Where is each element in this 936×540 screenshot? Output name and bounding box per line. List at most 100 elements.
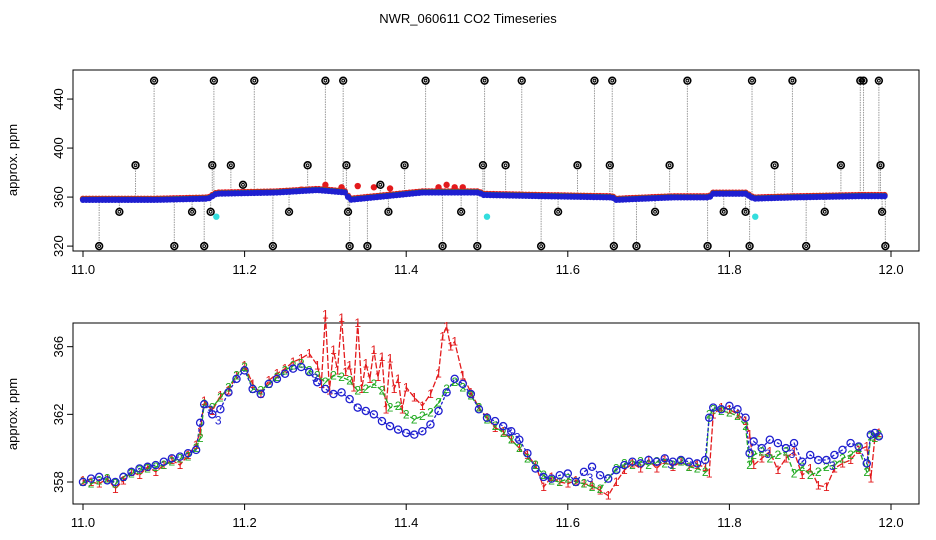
top-spike-point (187, 207, 197, 216)
bottom-series-2-point: 2 (766, 451, 773, 465)
top-outlier-point (483, 213, 491, 220)
bottom-series-3-point (345, 394, 354, 404)
top-spike-point-inner (341, 78, 346, 83)
bottom-series-2-point: 2 (540, 468, 547, 482)
top-spike-point (856, 76, 865, 85)
bottom-series-1-point: 1 (613, 475, 620, 489)
bottom-series-1-point: 1 (104, 472, 111, 486)
top-spike-point-inner (133, 163, 138, 168)
bottom-series-2-point: 2 (734, 409, 741, 423)
bottom-series-3-point (704, 413, 714, 422)
bottom-series-3-point (94, 472, 104, 482)
bottom-series-1-point: 1 (399, 402, 406, 416)
bottom-series-2-point: 2 (726, 406, 733, 420)
bottom-x-tick-label: 11.0 (71, 515, 95, 530)
bottom-series-2-point: 2 (120, 470, 127, 484)
bottom-series-3-point (571, 477, 581, 487)
top-x-tick-label: 11.2 (232, 262, 256, 277)
top-panel: 11.0 11.2 11.4 11.6 11.8 12.0 320 360 400 440 ap… (5, 69, 920, 277)
bottom-series-3-point (757, 443, 766, 453)
top-y-tick-label: 320 (51, 235, 66, 257)
bottom-series-3-point (854, 442, 863, 451)
bottom-series-3-point (418, 427, 427, 436)
bottom-series-3-glyph: 3 (312, 371, 319, 385)
bottom-series-2-point: 2 (613, 461, 620, 475)
top-spike-point-inner (685, 78, 690, 83)
bottom-series-1-point: 1 (342, 365, 349, 379)
top-spike-point-inner (344, 163, 349, 168)
bottom-series-1-point: 1 (548, 470, 555, 484)
top-spike-point (573, 161, 582, 170)
top-spike-point (226, 161, 236, 170)
bottom-series-3-point (741, 413, 750, 422)
bottom-y-tick-label: 358 (51, 471, 66, 493)
bottom-series-2-point: 2 (645, 458, 652, 472)
bottom-series-3-point (111, 477, 120, 487)
bottom-series-3-point (814, 455, 823, 465)
bottom-series-3-point (692, 459, 702, 468)
bottom-series-2-point: 2 (201, 397, 208, 411)
bottom-series-3-glyph: 3 (506, 425, 513, 439)
bottom-series-3-point (434, 406, 443, 416)
bottom-series-1-point: 1 (249, 377, 256, 391)
bottom-series-1-point: 1 (540, 480, 547, 494)
bottom-series-1-point: 1 (605, 489, 612, 503)
top-red-excess-point (370, 184, 378, 191)
top-spike-point-inner (270, 244, 275, 248)
top-spike-point-inner (883, 244, 888, 248)
bottom-series-2-point: 2 (678, 455, 685, 469)
bottom-series-1-point: 1 (653, 461, 660, 475)
bottom-series-2-point: 2 (346, 374, 353, 388)
bottom-series-3-point (506, 427, 516, 436)
bottom-series-3-point (866, 430, 876, 439)
bottom-series-3-point (745, 449, 754, 458)
bottom-series-1-point: 1 (443, 319, 450, 333)
top-spike-point-inner (305, 163, 310, 168)
bottom-series-3-point (482, 413, 492, 422)
bottom-y-tick-label: 362 (51, 403, 66, 425)
bottom-series-1-point: 1 (645, 453, 652, 467)
top-spike-point-inner (804, 244, 809, 248)
bottom-series-2-point: 2 (338, 370, 345, 384)
top-spike-point-inner (402, 163, 407, 168)
bottom-x-tick-label: 12.0 (878, 515, 903, 530)
top-baseline-blue-point (881, 193, 888, 200)
bottom-series-1-point: 1 (710, 407, 717, 421)
bottom-series-1-point: 1 (508, 433, 515, 447)
bottom-series-2-point: 2 (581, 477, 588, 491)
top-red-excess-point (459, 184, 466, 191)
bottom-series-1-point: 1 (391, 382, 398, 396)
bottom-series-3-point (636, 459, 645, 468)
bottom-series-1-point: 1 (350, 380, 357, 394)
bottom-series-3-glyph: 3 (587, 471, 594, 485)
bottom-series-2-point: 2 (177, 451, 184, 465)
bottom-series-1-point: 1 (354, 316, 361, 330)
bottom-series-3-glyph: 3 (667, 457, 674, 471)
bottom-series-2-point: 2 (197, 431, 204, 445)
bottom-series-1-point: 1 (758, 451, 765, 465)
bottom-series-3-point (377, 416, 387, 426)
top-spike-point (650, 207, 660, 216)
bottom-series-1-point: 1 (439, 330, 446, 344)
top-x-tick-label: 12.0 (878, 262, 903, 277)
top-spike-point (480, 76, 489, 85)
top-spike-point-inner (210, 163, 215, 168)
top-spike-point (268, 241, 278, 251)
top-spike-point (170, 241, 179, 251)
top-red-excess-point (451, 184, 458, 191)
bottom-series-1-point: 1 (419, 399, 426, 413)
bottom-series-3-point (563, 469, 573, 478)
bottom-series-2-point: 2 (791, 467, 798, 481)
bottom-series-3-point (612, 465, 621, 475)
bottom-series-1-point: 1 (322, 308, 329, 322)
bottom-series-3-point (874, 432, 884, 441)
bottom-series-1-point: 1 (241, 358, 248, 372)
bottom-series-3-point (765, 435, 775, 444)
top-spike-point (881, 241, 890, 251)
bottom-series-3-point (264, 379, 274, 389)
bottom-x-axis: 11.0 11.2 11.4 11.6 11.8 12.0 (71, 503, 904, 530)
bottom-x-tick-label: 11.4 (394, 515, 418, 530)
bottom-series-2-point: 2 (524, 451, 531, 465)
bottom-series-2-point: 2 (876, 428, 883, 442)
bottom-series-2-point: 2 (661, 456, 668, 470)
